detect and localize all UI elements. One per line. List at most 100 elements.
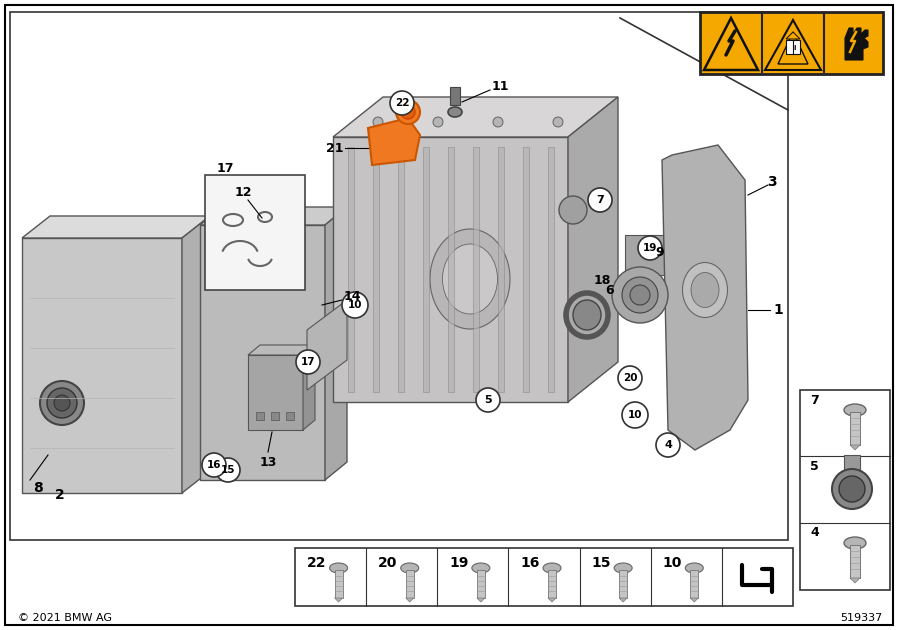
Bar	[548, 570, 556, 598]
Bar	[348, 147, 354, 392]
Circle shape	[656, 433, 680, 457]
Text: 2: 2	[55, 488, 65, 502]
Polygon shape	[368, 118, 420, 165]
Ellipse shape	[448, 107, 462, 117]
Polygon shape	[778, 32, 808, 64]
Text: 4: 4	[664, 440, 672, 450]
Circle shape	[401, 105, 415, 119]
Text: 11: 11	[491, 81, 508, 93]
Polygon shape	[325, 207, 347, 480]
Bar	[398, 147, 404, 392]
Bar	[450, 87, 460, 105]
Bar	[22, 238, 182, 493]
Bar	[625, 235, 670, 275]
Text: 17: 17	[216, 161, 234, 175]
Circle shape	[40, 381, 84, 425]
Ellipse shape	[682, 263, 727, 318]
Polygon shape	[850, 578, 860, 583]
Text: 12: 12	[234, 185, 252, 198]
Text: © 2021 BMW AG: © 2021 BMW AG	[18, 613, 112, 623]
Circle shape	[476, 388, 500, 412]
Text: 20: 20	[623, 373, 637, 383]
Text: 10: 10	[347, 300, 362, 310]
Text: 17: 17	[301, 357, 315, 367]
Polygon shape	[704, 18, 758, 70]
Ellipse shape	[844, 404, 866, 416]
Polygon shape	[307, 300, 347, 390]
Bar	[248, 355, 303, 430]
Polygon shape	[248, 345, 315, 355]
Bar	[800, 390, 890, 590]
Text: 22: 22	[307, 556, 327, 570]
Text: 5: 5	[810, 459, 819, 472]
Text: 19: 19	[643, 243, 657, 253]
Circle shape	[839, 476, 865, 502]
Text: 19: 19	[449, 556, 469, 570]
Bar	[205, 175, 305, 290]
Polygon shape	[303, 345, 315, 430]
Text: 18: 18	[593, 273, 611, 287]
Ellipse shape	[691, 273, 719, 307]
Text: 13: 13	[259, 455, 276, 469]
Text: 4: 4	[810, 527, 819, 539]
Bar	[423, 147, 429, 392]
Circle shape	[47, 388, 77, 418]
Bar	[473, 147, 479, 392]
Circle shape	[342, 292, 368, 318]
Circle shape	[216, 458, 240, 482]
Text: 20: 20	[378, 556, 398, 570]
Text: 519337: 519337	[840, 613, 882, 623]
Circle shape	[832, 469, 872, 509]
Ellipse shape	[543, 563, 561, 573]
Polygon shape	[765, 20, 821, 70]
Text: i: i	[794, 45, 796, 51]
Text: 21: 21	[326, 142, 344, 154]
Bar	[850, 545, 860, 578]
Ellipse shape	[472, 563, 490, 573]
Ellipse shape	[443, 244, 498, 314]
Circle shape	[622, 277, 658, 313]
Text: 15: 15	[220, 465, 235, 475]
Polygon shape	[333, 97, 618, 137]
Bar	[700, 12, 883, 74]
Circle shape	[553, 117, 563, 127]
Bar	[406, 570, 414, 598]
Bar	[498, 147, 504, 392]
Bar	[373, 147, 379, 392]
Circle shape	[559, 196, 587, 224]
Polygon shape	[200, 207, 347, 225]
Bar	[286, 412, 294, 420]
Text: 1: 1	[773, 303, 783, 317]
Ellipse shape	[573, 300, 601, 330]
Polygon shape	[619, 598, 627, 602]
Circle shape	[588, 188, 612, 212]
Bar	[523, 147, 529, 392]
Bar	[448, 147, 454, 392]
Text: 6: 6	[606, 284, 615, 297]
Text: 14: 14	[343, 290, 361, 304]
Polygon shape	[568, 97, 618, 402]
Circle shape	[493, 117, 503, 127]
Circle shape	[296, 350, 320, 374]
Circle shape	[638, 236, 662, 260]
Text: 9: 9	[656, 246, 664, 258]
Bar	[477, 570, 485, 598]
Text: 16: 16	[520, 556, 540, 570]
Text: 3: 3	[767, 175, 777, 189]
Polygon shape	[406, 598, 414, 602]
Ellipse shape	[614, 563, 632, 573]
Circle shape	[618, 366, 642, 390]
Circle shape	[396, 100, 420, 124]
Text: 10: 10	[662, 556, 682, 570]
Circle shape	[202, 453, 226, 477]
Polygon shape	[845, 28, 868, 60]
Bar	[548, 147, 554, 392]
Bar	[786, 40, 800, 54]
Bar	[10, 12, 788, 540]
Text: 10: 10	[628, 410, 643, 420]
Polygon shape	[477, 598, 485, 602]
Text: 16: 16	[207, 460, 221, 470]
Polygon shape	[335, 598, 343, 602]
Circle shape	[612, 267, 668, 323]
Ellipse shape	[430, 229, 510, 329]
